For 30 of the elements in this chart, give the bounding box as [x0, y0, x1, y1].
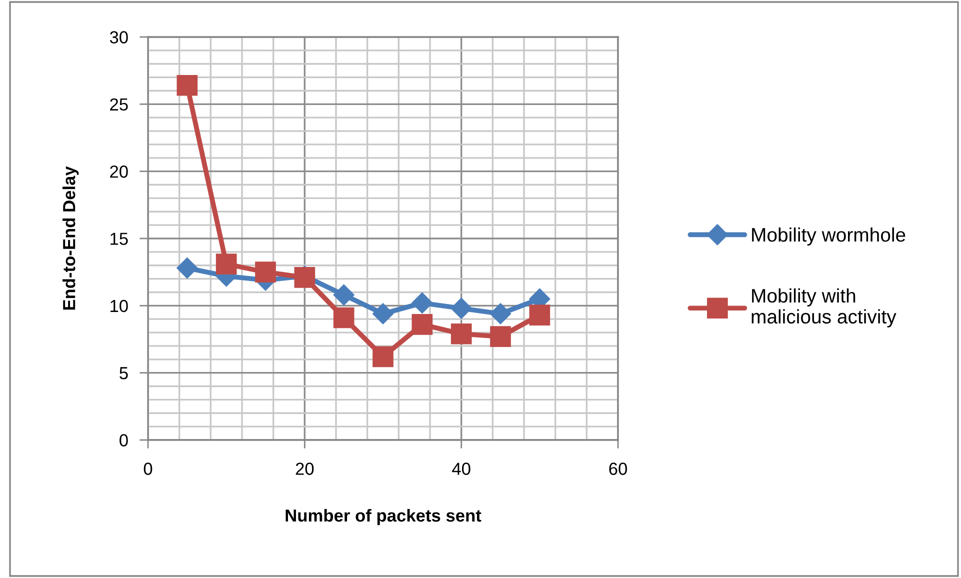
point — [333, 284, 354, 306]
y-tick-label: 5 — [120, 367, 128, 380]
point — [412, 314, 433, 335]
x-tick-label: 40 — [452, 462, 470, 475]
point — [450, 323, 472, 344]
point — [176, 258, 198, 279]
y-tick-label: 10 — [110, 300, 128, 312]
point — [490, 326, 511, 347]
point — [255, 262, 276, 282]
point — [450, 298, 472, 319]
legend-label: Mobility with malicious activity — [752, 288, 896, 328]
x-axis-title: Number of packets sent — [286, 508, 482, 526]
point — [176, 74, 198, 96]
y-axis-title: End-to-End Delay — [62, 166, 79, 310]
y-tick-label: 25 — [110, 98, 128, 111]
point — [333, 307, 354, 328]
y-tick-label: 30 — [110, 31, 128, 44]
x-tick-label: 0 — [144, 462, 152, 475]
y-tick-label: 20 — [110, 166, 128, 178]
x-tick-label: 60 — [609, 462, 627, 475]
x-tick-label: 20 — [296, 462, 314, 475]
point — [529, 304, 550, 326]
point — [490, 303, 512, 324]
point — [216, 254, 237, 274]
point — [412, 292, 433, 314]
legend-label: Mobility wormhole — [752, 227, 906, 246]
point — [372, 303, 394, 324]
y-tick-label: 15 — [110, 232, 128, 245]
y-tick-label: 0 — [120, 434, 128, 446]
point — [372, 346, 394, 368]
